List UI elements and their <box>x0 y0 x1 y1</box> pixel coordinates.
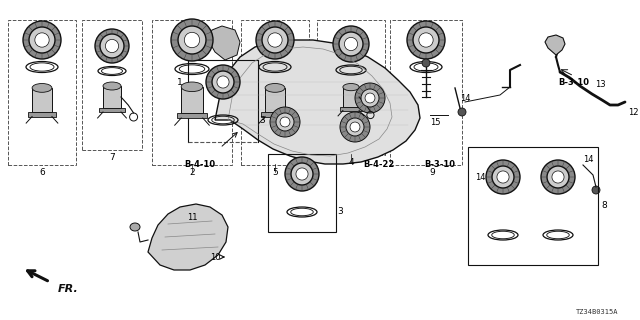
Circle shape <box>413 27 439 53</box>
Circle shape <box>344 37 358 51</box>
Bar <box>268 154 336 232</box>
Text: B-4-22: B-4-22 <box>364 159 395 169</box>
Ellipse shape <box>103 82 121 90</box>
Polygon shape <box>208 26 240 60</box>
Circle shape <box>262 27 288 53</box>
Text: B-3-10: B-3-10 <box>424 159 456 169</box>
Bar <box>343 87 359 107</box>
Text: B-4-10: B-4-10 <box>184 159 216 169</box>
Circle shape <box>100 34 124 58</box>
Circle shape <box>178 26 206 54</box>
Text: 8: 8 <box>601 202 607 211</box>
Circle shape <box>365 93 375 103</box>
Circle shape <box>592 186 600 194</box>
Bar <box>261 112 289 116</box>
Text: 3: 3 <box>259 116 265 124</box>
Text: 1: 1 <box>177 77 183 86</box>
Text: 14: 14 <box>460 93 470 102</box>
Ellipse shape <box>265 84 285 92</box>
Circle shape <box>285 157 319 191</box>
Text: 4: 4 <box>348 157 354 166</box>
Text: 11: 11 <box>187 212 197 221</box>
Polygon shape <box>148 204 228 270</box>
Text: B-3-10: B-3-10 <box>559 77 589 86</box>
Circle shape <box>340 112 370 142</box>
Circle shape <box>184 32 200 48</box>
Bar <box>32 88 52 112</box>
Circle shape <box>350 122 360 132</box>
Bar <box>103 86 121 108</box>
Circle shape <box>276 113 294 131</box>
Circle shape <box>339 32 363 56</box>
Bar <box>340 107 362 110</box>
Bar <box>82 20 142 150</box>
Circle shape <box>497 171 509 183</box>
Text: 7: 7 <box>109 153 115 162</box>
Bar <box>152 20 232 165</box>
Circle shape <box>486 160 520 194</box>
Ellipse shape <box>32 84 52 92</box>
Text: 6: 6 <box>39 167 45 177</box>
Bar <box>181 87 203 113</box>
Text: 13: 13 <box>595 79 605 89</box>
Text: 5: 5 <box>272 167 278 177</box>
Circle shape <box>256 21 294 59</box>
Circle shape <box>23 21 61 59</box>
Bar <box>241 20 309 165</box>
Circle shape <box>268 33 282 47</box>
Text: TZ34B0315A: TZ34B0315A <box>576 309 618 315</box>
Bar <box>99 108 125 112</box>
Circle shape <box>419 33 433 47</box>
Circle shape <box>355 83 385 113</box>
Circle shape <box>206 65 240 99</box>
Polygon shape <box>545 35 565 55</box>
Text: 9: 9 <box>429 167 435 177</box>
Circle shape <box>422 59 430 67</box>
Circle shape <box>296 168 308 180</box>
Circle shape <box>541 160 575 194</box>
Text: 15: 15 <box>429 117 440 126</box>
Circle shape <box>547 166 569 188</box>
Bar <box>8 20 76 165</box>
Text: 14: 14 <box>583 155 593 164</box>
Circle shape <box>552 171 564 183</box>
Circle shape <box>492 166 514 188</box>
Text: 14: 14 <box>475 172 485 181</box>
Text: FR.: FR. <box>58 284 79 294</box>
Ellipse shape <box>343 84 359 91</box>
Bar <box>177 113 207 118</box>
Polygon shape <box>215 40 420 164</box>
Circle shape <box>171 19 213 61</box>
Text: 10: 10 <box>210 252 220 261</box>
Ellipse shape <box>130 223 140 231</box>
Circle shape <box>106 39 118 52</box>
Text: 12: 12 <box>628 108 638 116</box>
Circle shape <box>29 27 55 53</box>
Bar <box>390 20 462 165</box>
Text: 2: 2 <box>189 167 195 177</box>
Circle shape <box>346 118 364 136</box>
Circle shape <box>95 29 129 63</box>
Ellipse shape <box>181 82 203 92</box>
Bar <box>28 112 56 116</box>
Circle shape <box>458 108 466 116</box>
Circle shape <box>407 21 445 59</box>
Circle shape <box>361 89 379 107</box>
Circle shape <box>212 71 234 93</box>
Circle shape <box>333 26 369 62</box>
Circle shape <box>270 107 300 137</box>
Circle shape <box>217 76 229 88</box>
Circle shape <box>35 33 49 47</box>
Circle shape <box>291 163 313 185</box>
Text: 3: 3 <box>337 207 343 217</box>
Circle shape <box>280 117 290 127</box>
Bar <box>265 88 285 112</box>
Bar <box>468 147 598 265</box>
Bar <box>317 20 385 155</box>
